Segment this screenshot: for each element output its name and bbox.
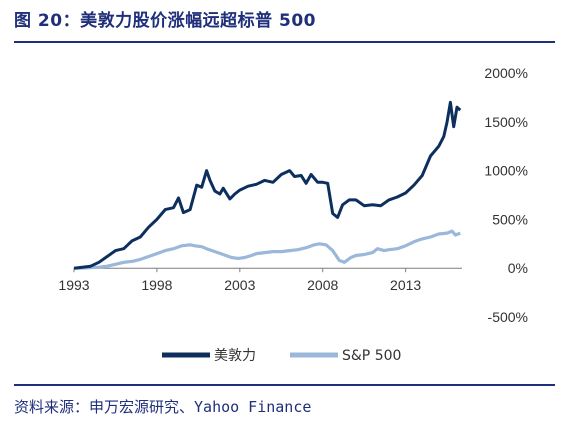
y-tick-label: 0% [508,260,528,276]
y-tick-label: 2000% [484,65,528,81]
figure-title: 图 20：美敦力股价涨幅远超标普 500 [14,11,316,31]
series-line-mdt [73,100,462,270]
series-line-sp500 [73,229,461,270]
series-layer [73,100,462,270]
legend: 美敦力 S&P 500 [162,348,401,364]
legend-label-mdt: 美敦力 [214,348,256,364]
y-tick-label: 1500% [484,114,528,130]
x-tick-label: 1993 [58,277,89,293]
source-note: 资料来源：申万宏源研究、Yahoo Finance [14,398,312,416]
chart: 2000% 1500% 1000% 500% 0% -500% 1993 1998 2003 2… [58,65,528,364]
y-tick-label: -500% [488,309,528,325]
title-rule [14,41,555,43]
source-rule [14,384,555,386]
x-axis: 1993 1998 2003 2008 2013 [58,267,462,293]
y-axis-ticks: 2000% 1500% 1000% 500% 0% -500% [484,65,528,325]
x-tick-label: 2003 [224,277,255,293]
x-tick-label: 1998 [141,277,172,293]
x-tick-label: 2008 [307,277,338,293]
x-tick-label: 2013 [390,277,421,293]
y-tick-label: 1000% [484,163,528,179]
y-tick-label: 500% [492,211,528,227]
legend-label-sp500: S&P 500 [342,348,401,364]
